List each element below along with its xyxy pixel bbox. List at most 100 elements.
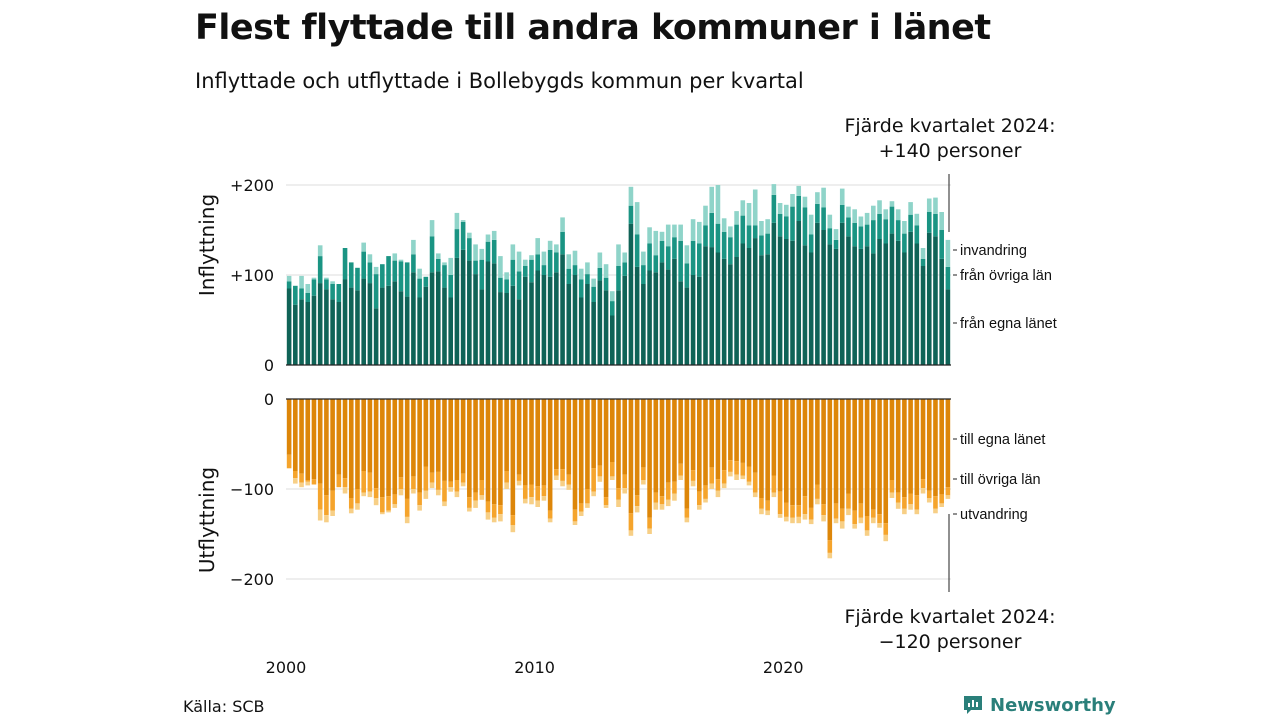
bar-out-1: [442, 481, 447, 502]
bar-out-1: [703, 485, 708, 499]
bar-in-1: [660, 241, 665, 263]
bar-out-1: [859, 503, 864, 517]
bar-out-1: [529, 485, 534, 498]
bar-in-2: [834, 229, 839, 240]
bar-in-2: [542, 252, 547, 266]
bar-in-1: [840, 205, 845, 223]
bar-out-0: [492, 399, 497, 504]
bar-out-1: [840, 509, 845, 522]
bar-in-0: [740, 244, 745, 366]
bar-out-2: [386, 511, 391, 513]
bar-out-1: [380, 497, 385, 512]
bar-out-1: [846, 494, 851, 509]
bar-in-1: [392, 261, 397, 282]
bar-in-2: [647, 227, 652, 243]
bar-in-2: [455, 213, 460, 229]
bar-out-1: [560, 469, 565, 481]
bar-in-1: [324, 280, 329, 290]
bar-out-0: [324, 399, 329, 495]
bar-in-0: [616, 290, 621, 365]
bar-out-0: [591, 399, 596, 468]
bar-out-2: [498, 514, 503, 521]
bar-out-0: [840, 399, 845, 509]
ytick-label-utflyttning: −200: [230, 570, 274, 589]
bar-out-1: [902, 497, 907, 509]
bar-out-0: [560, 399, 565, 469]
bar-in-1: [380, 264, 385, 287]
bar-in-0: [635, 267, 640, 365]
bar-out-0: [380, 399, 385, 497]
bar-in-1: [685, 263, 690, 287]
bar-out-1: [821, 504, 826, 515]
bar-in-2: [753, 190, 758, 226]
bar-out-1: [517, 475, 522, 481]
bar-out-2: [846, 509, 851, 515]
bar-out-0: [728, 399, 733, 460]
bar-in-1: [821, 208, 826, 231]
bar-in-1: [492, 240, 497, 263]
bar-out-1: [535, 486, 540, 500]
bar-in-2: [411, 240, 416, 254]
bar-out-2: [635, 506, 640, 512]
bar-in-0: [467, 261, 472, 365]
bar-out-0: [902, 399, 907, 497]
bar-out-1: [504, 471, 509, 483]
bar-in-2: [399, 260, 404, 262]
xtick-label: 2020: [763, 658, 804, 677]
bar-in-1: [629, 206, 634, 224]
bar-out-1: [622, 475, 627, 489]
bar-out-1: [492, 504, 497, 518]
bar-out-1: [461, 474, 466, 483]
bar-in-2: [933, 198, 938, 214]
bar-in-2: [610, 291, 615, 301]
bar-out-1: [877, 514, 882, 523]
bar-in-1: [504, 280, 509, 294]
bar-in-0: [877, 239, 882, 365]
bar-out-1: [915, 495, 920, 509]
bar-in-0: [809, 253, 814, 366]
bar-in-0: [728, 264, 733, 365]
bar-out-0: [305, 399, 310, 480]
bar-out-2: [915, 510, 920, 515]
bar-in-1: [330, 284, 335, 299]
bar-in-0: [784, 239, 789, 365]
bar-out-0: [511, 399, 516, 515]
bar-out-2: [697, 505, 702, 510]
bar-in-2: [604, 264, 609, 278]
bar-in-1: [604, 278, 609, 291]
bar-in-0: [386, 286, 391, 365]
bar-out-2: [411, 489, 416, 494]
bar-out-2: [877, 523, 882, 528]
bar-in-1: [511, 260, 516, 286]
bar-out-0: [685, 399, 690, 509]
bar-in-2: [566, 254, 571, 268]
bar-out-0: [641, 399, 646, 467]
bar-in-2: [740, 200, 745, 215]
bar-in-0: [374, 308, 379, 365]
bar-out-2: [796, 517, 801, 523]
bar-in-2: [778, 203, 783, 214]
bar-in-2: [859, 217, 864, 227]
series-label-in: invandring: [960, 243, 1027, 259]
newsworthy-logo-icon: [962, 694, 984, 716]
bar-in-1: [610, 301, 615, 315]
bar-out-2: [598, 476, 603, 481]
bar-in-2: [828, 215, 833, 229]
series-label-out: till egna länet: [960, 432, 1045, 448]
bar-in-0: [678, 281, 683, 365]
bar-in-0: [566, 284, 571, 365]
bar-out-1: [424, 467, 429, 491]
bar-out-0: [734, 399, 739, 461]
bar-out-0: [461, 399, 466, 474]
bar-in-2: [448, 258, 453, 275]
bar-out-2: [622, 488, 627, 493]
bar-in-2: [598, 253, 603, 268]
bar-out-0: [430, 399, 435, 473]
bar-out-0: [479, 399, 484, 480]
bar-in-0: [647, 271, 652, 366]
bar-out-0: [517, 399, 522, 475]
bar-in-2: [846, 207, 851, 218]
bar-out-1: [349, 498, 354, 509]
bar-in-0: [312, 296, 317, 365]
bar-in-1: [523, 266, 528, 277]
